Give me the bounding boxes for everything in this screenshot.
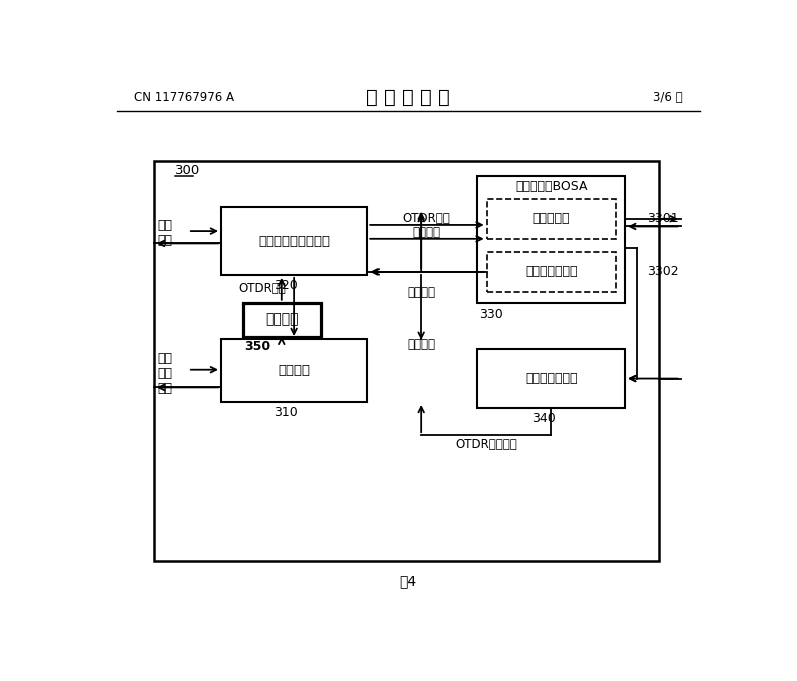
Text: 光发射单元: 光发射单元 (532, 212, 570, 225)
Text: 业务
信号: 业务 信号 (157, 219, 172, 247)
Text: 320: 320 (274, 279, 298, 292)
Text: 滤波电路: 滤波电路 (265, 313, 299, 327)
Text: 第一光接收单元: 第一光接收单元 (525, 266, 578, 279)
Text: 说 明 书 附 图: 说 明 书 附 图 (366, 89, 450, 108)
Text: 350: 350 (244, 340, 270, 353)
Text: 通信
控制
信号: 通信 控制 信号 (157, 352, 172, 395)
Text: CN 117767976 A: CN 117767976 A (134, 91, 234, 104)
Text: 3301: 3301 (647, 212, 678, 225)
Text: 业务模式: 业务模式 (407, 338, 435, 351)
Text: 300: 300 (175, 163, 200, 177)
Bar (477, 349, 625, 408)
Text: 图4: 图4 (399, 575, 417, 588)
Bar (487, 252, 616, 292)
Text: 第二光接收单元: 第二光接收单元 (525, 372, 578, 385)
Text: 业务接收: 业务接收 (407, 286, 435, 299)
Text: 控制单元: 控制单元 (278, 364, 310, 377)
Text: 激光器业务驱动电路: 激光器业务驱动电路 (258, 235, 330, 248)
Bar (477, 176, 625, 304)
Bar (221, 207, 367, 275)
Text: OTDR模式: OTDR模式 (238, 283, 286, 296)
Bar (154, 161, 659, 561)
Text: 340: 340 (532, 413, 556, 426)
Text: OTDR模式接收: OTDR模式接收 (455, 438, 517, 451)
Bar (487, 199, 616, 239)
Text: 双向光器件BOSA: 双向光器件BOSA (515, 180, 587, 193)
Bar (242, 303, 321, 336)
Text: 330: 330 (479, 308, 503, 321)
Text: OTDR信号: OTDR信号 (402, 212, 450, 225)
Text: 3302: 3302 (647, 266, 678, 279)
Bar (221, 339, 367, 402)
Text: 业务信号: 业务信号 (412, 226, 440, 239)
Text: 310: 310 (274, 407, 298, 419)
Text: 3/6 页: 3/6 页 (654, 91, 683, 104)
